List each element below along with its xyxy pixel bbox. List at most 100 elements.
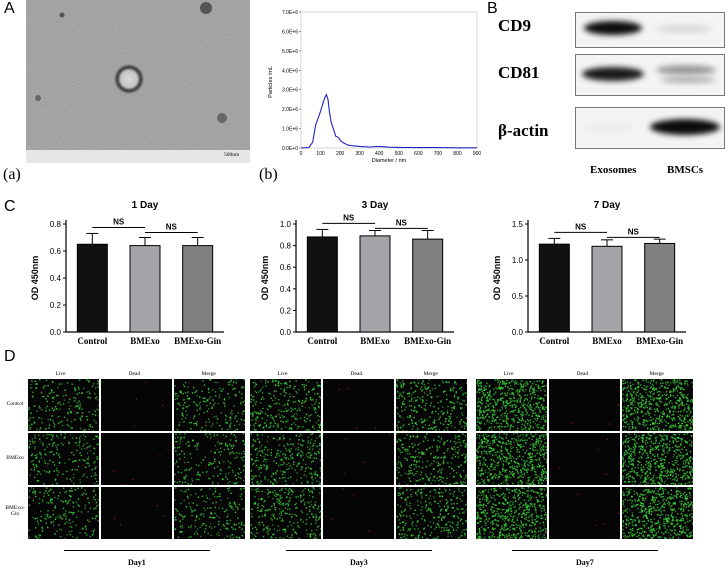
chart-title: 7 Day <box>594 200 621 211</box>
column-label-merge: Merge <box>423 371 438 377</box>
chart-title: 1 Day <box>132 200 159 211</box>
chart-category-label: BMExo <box>130 336 160 346</box>
tem-image <box>26 0 250 163</box>
chart-ytick-label: 0.0 <box>50 328 62 337</box>
nta-ytick-label: 0.0E+0 <box>282 146 298 152</box>
fluorescence-day3-bmexo-merge <box>396 433 467 485</box>
chart-ytick-label: 0.5 <box>512 292 524 301</box>
chart-ytick-label: 0.6 <box>50 247 62 256</box>
fluorescence-day3-control-live <box>250 379 321 431</box>
significance-label: NS <box>575 222 587 231</box>
column-label-dead: Dead <box>576 371 589 377</box>
band-actin-exosomes <box>584 125 634 130</box>
blot-label-beta-actin: β-actin <box>498 121 549 140</box>
chart-ytick-label: 1.0 <box>512 256 524 265</box>
column-label-merge: Merge <box>201 371 216 377</box>
fluorescence-day7-bmexo-gin-live <box>476 487 547 539</box>
chart-category-label: BMExo <box>360 336 390 346</box>
band-cd81-bmscs-lower <box>660 77 716 83</box>
bar-control <box>76 243 108 333</box>
nta-xtick-label: 300 <box>355 151 364 157</box>
bar-bmexo-gin <box>182 245 214 333</box>
fluorescence-day1-control-dead <box>101 379 172 431</box>
fluorescence-day1-bmexo-merge <box>174 433 245 485</box>
chart-ytick-label: 1.5 <box>512 220 524 229</box>
chart-category-label: BMExo <box>592 336 622 346</box>
fluorescence-day3-bmexo-gin-merge <box>396 487 467 539</box>
panel-letter-c: C <box>4 198 16 215</box>
band-cd9-bmscs <box>656 25 711 33</box>
column-label-live: Live <box>503 371 514 377</box>
nta-ytick-label: 7.0E+6 <box>282 10 298 16</box>
fluorescence-day3-bmexo-gin-dead <box>323 487 394 539</box>
fluorescence-day3-bmexo-dead <box>323 433 394 485</box>
bar-bmexo-gin <box>644 242 676 333</box>
fluorescence-day1-bmexo-gin-merge <box>174 487 245 539</box>
bar-bmexo-gin <box>412 238 444 333</box>
column-label-live: Live <box>277 371 288 377</box>
significance-label: NS <box>396 218 408 227</box>
nta-xtick-label: 800 <box>453 151 462 157</box>
nta-size-distribution: 0.0E+0 1.0E+6 2.0E+6 3.0E+6 4.0E+6 5.0E+6 6.0E… <box>268 10 482 164</box>
fluorescence-day1-bmexo-dead <box>101 433 172 485</box>
nta-ytick-label: 2.0E+6 <box>282 107 298 113</box>
nta-series-line <box>300 93 477 149</box>
chart-title: 3 Day <box>362 200 389 211</box>
fluorescence-day7-bmexo-dead <box>549 433 620 485</box>
nta-x-axis-label: Diameter / nm <box>372 158 407 164</box>
nta-xtick-label: 100 <box>316 151 325 157</box>
chart-ytick-label: 0.2 <box>280 306 292 315</box>
lane-label-exosomes: Exosomes <box>590 164 637 176</box>
fluorescence-day1-control-live <box>28 379 99 431</box>
chart-category-label: BMExo-Gin <box>404 336 451 346</box>
bar-chart-3-day: 3 Day OD 450nm 0.0 0.2 0.4 0.6 0.8 1.0 Control BM… <box>260 200 454 346</box>
column-label-dead: Dead <box>350 371 363 377</box>
nta-xtick-label: 900 <box>473 151 482 157</box>
bar-control <box>538 243 570 333</box>
chart-category-label: Control <box>307 336 337 346</box>
chart-ytick-label: 0.4 <box>50 274 62 283</box>
bar-bmexo <box>359 235 391 333</box>
significance-label: NS <box>113 217 125 226</box>
fluorescence-day1-bmexo-live <box>28 433 99 485</box>
band-cd81-bmscs <box>656 65 716 75</box>
nta-xtick-label: 600 <box>414 151 423 157</box>
chart-ytick-label: 0.4 <box>280 285 292 294</box>
chart-y-axis-label: OD 450nm <box>260 256 270 301</box>
chart-ytick-label: 0.0 <box>512 328 524 337</box>
nta-xtick-label: 400 <box>375 151 384 157</box>
fluorescence-day3-bmexo-live <box>250 433 321 485</box>
blot-label-cd81: CD81 <box>498 63 540 82</box>
nta-xtick-label: 700 <box>434 151 443 157</box>
chart-ytick-label: 0.8 <box>280 242 292 251</box>
nta-ytick-label: 1.0E+6 <box>282 127 298 133</box>
row-label-bmexo: BMExo <box>6 455 24 461</box>
band-actin-bmscs <box>650 119 720 135</box>
blot-beta-actin <box>575 107 725 149</box>
fluorescence-day7-bmexo-merge <box>622 433 693 485</box>
bar-chart-7-day: 7 Day OD 450nm 0.0 0.5 1.0 1.5 Control BMExo BME… <box>492 200 686 346</box>
nta-xtick-label: 200 <box>336 151 345 157</box>
lane-label-bmscs: BMSCs <box>667 164 704 176</box>
day-underline <box>512 550 658 551</box>
day-label-day3: Day3 <box>350 558 368 567</box>
chart-category-label: BMExo-Gin <box>174 336 221 346</box>
fluorescence-day7-bmexo-live <box>476 433 547 485</box>
nta-ytick-label: 4.0E+6 <box>282 68 298 74</box>
panel-letter-b: B <box>487 0 498 17</box>
chart-ytick-label: 1.0 <box>280 220 292 229</box>
bar-bmexo <box>129 245 161 333</box>
chart-y-axis-label: OD 450nm <box>492 256 502 301</box>
column-label-dead: Dead <box>128 371 141 377</box>
fluorescence-day1-bmexo-gin-live <box>28 487 99 539</box>
column-label-live: Live <box>55 371 66 377</box>
fluorescence-day7-control-merge <box>622 379 693 431</box>
blot-label-cd9: CD9 <box>498 16 532 35</box>
column-label-merge: Merge <box>649 371 664 377</box>
nta-ytick-label: 3.0E+6 <box>282 88 298 94</box>
chart-category-label: BMExo-Gin <box>636 336 683 346</box>
fluorescence-day3-bmexo-gin-live <box>250 487 321 539</box>
chart-y-axis-label: OD 450nm <box>30 256 40 301</box>
chart-ytick-label: 0.0 <box>280 328 292 337</box>
sub-letter-b: (b) <box>259 166 278 183</box>
